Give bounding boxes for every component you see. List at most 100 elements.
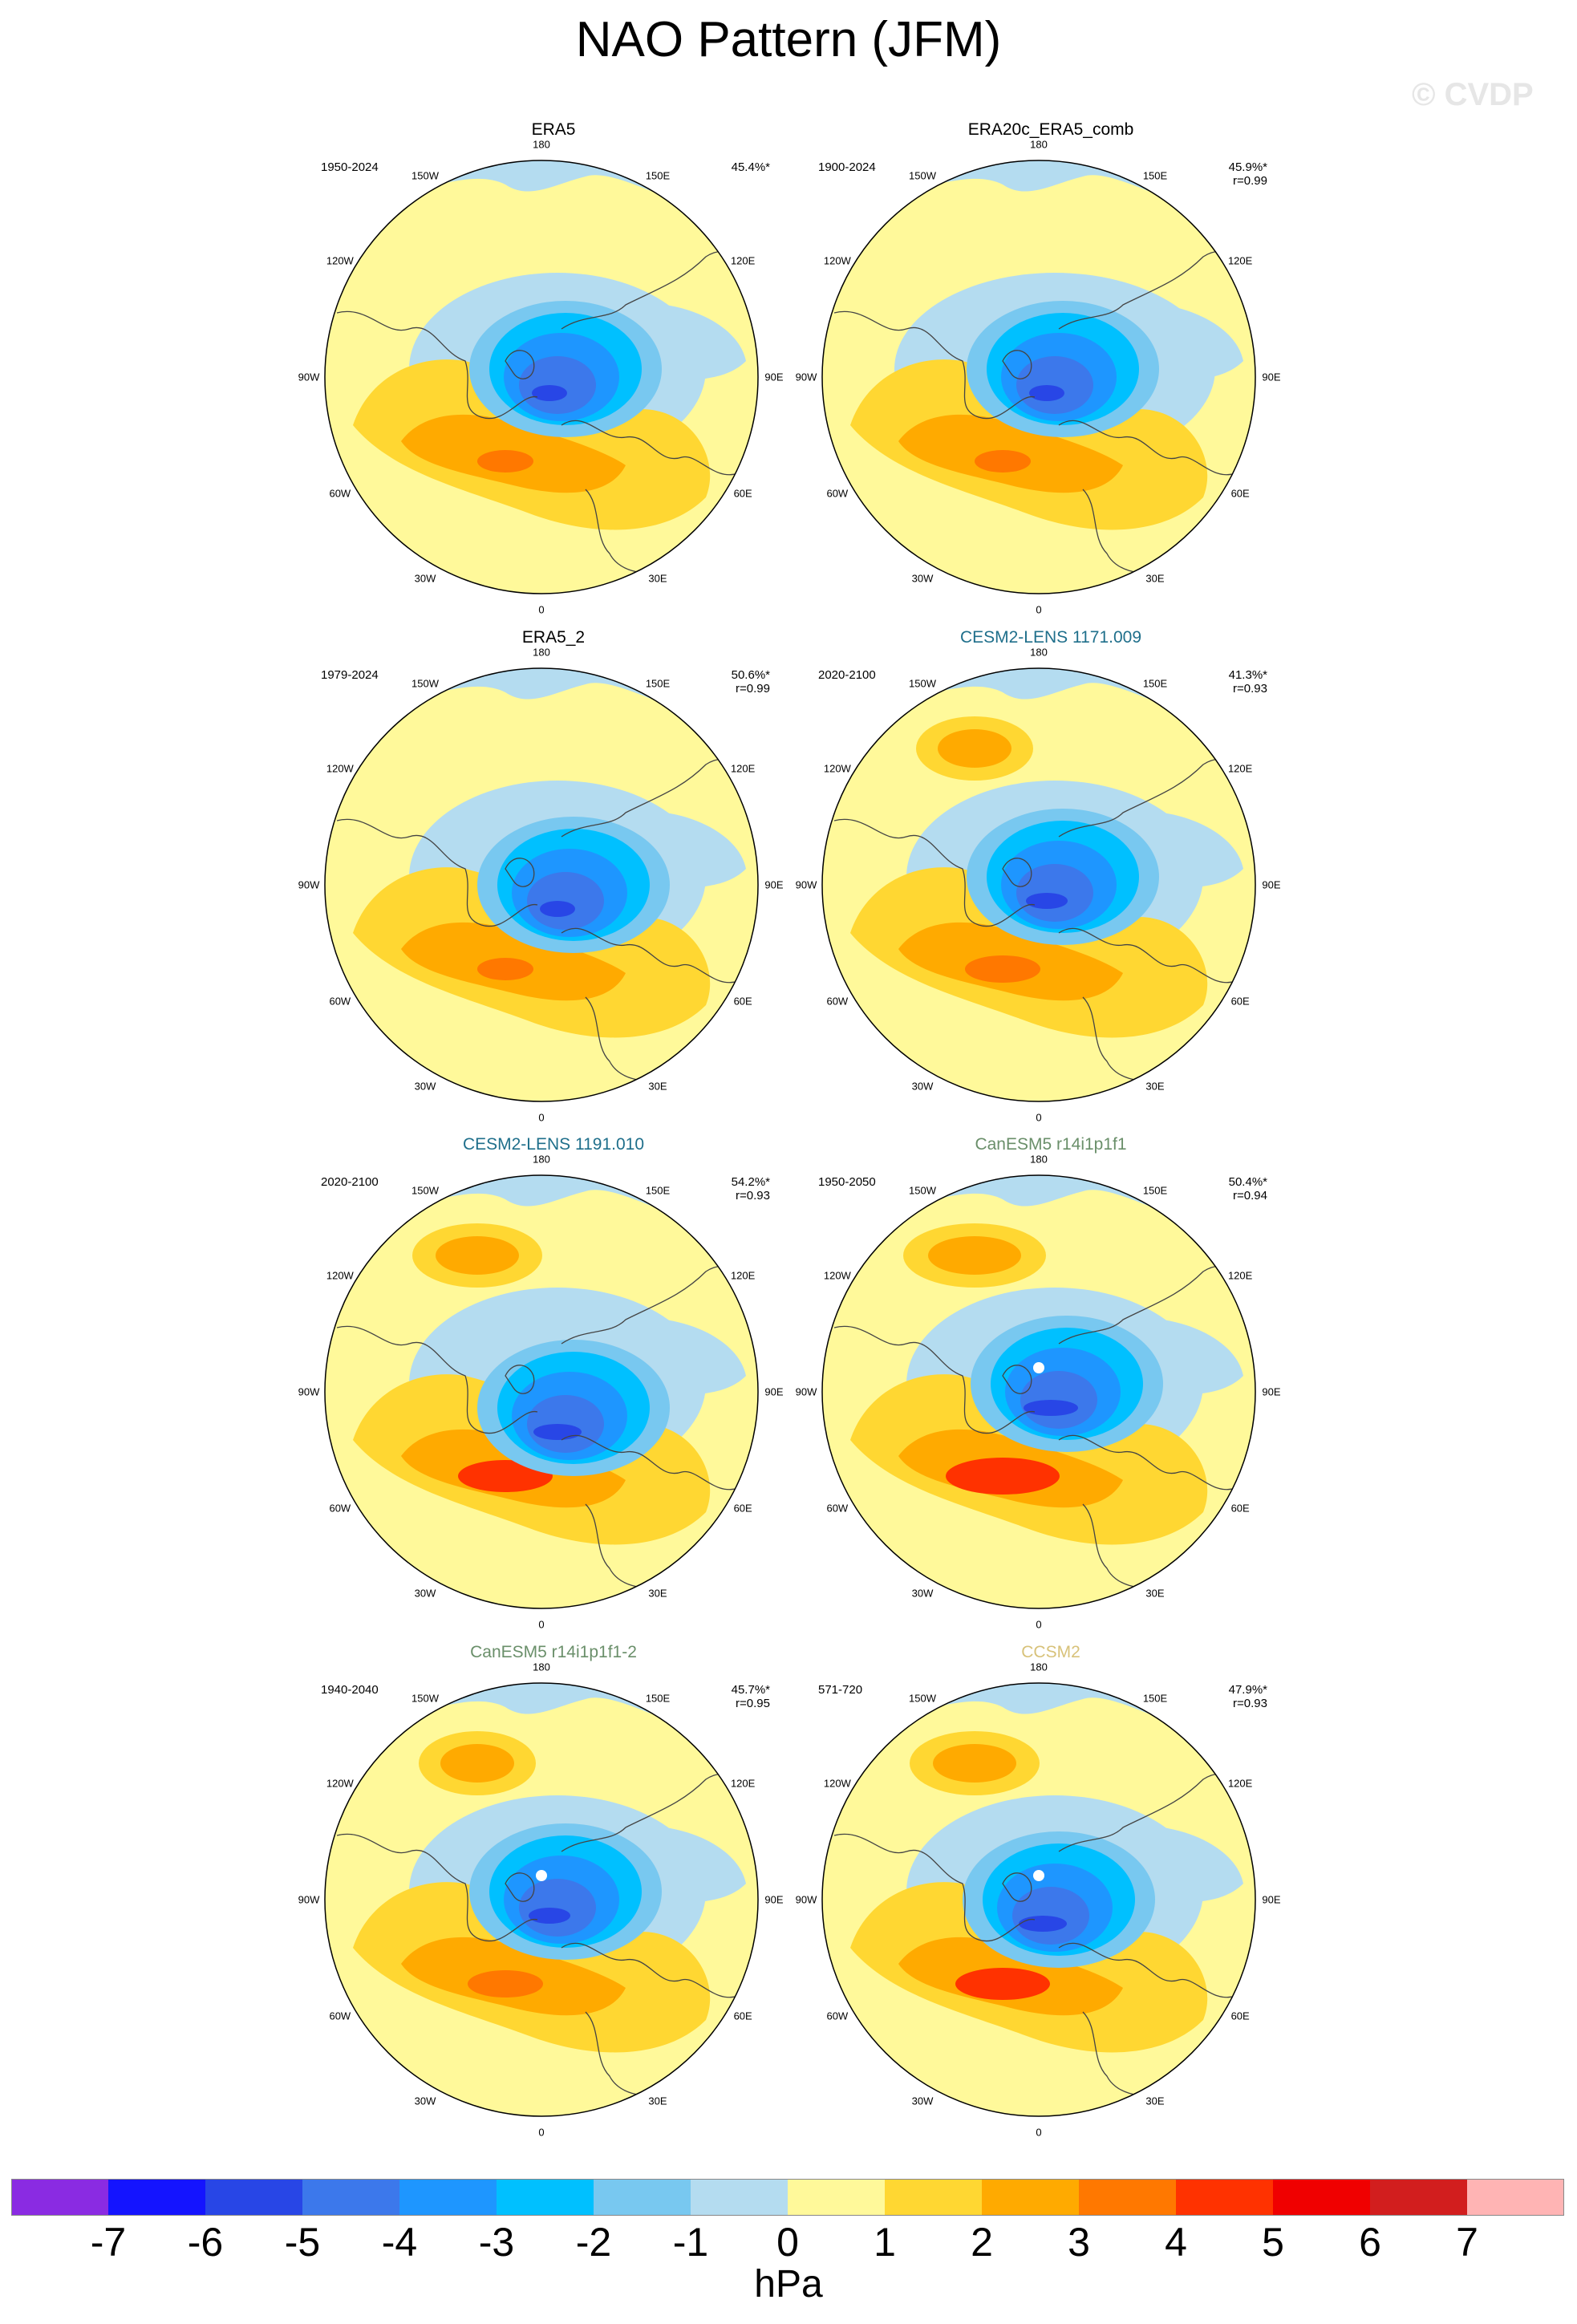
pattern-correlation: r=0.93 bbox=[1233, 682, 1267, 696]
lon-label: 0 bbox=[538, 1618, 545, 1631]
field-neg5 bbox=[519, 1879, 596, 1937]
colorbar-tick: -1 bbox=[672, 2220, 709, 2265]
panel-title: CanESM5 r14i1p1f1 bbox=[975, 1135, 1127, 1154]
pattern-correlation: r=0.99 bbox=[1233, 174, 1267, 188]
lon-label: 30W bbox=[911, 1587, 934, 1600]
map-border bbox=[821, 667, 1256, 1102]
panel-period: 1979-2024 bbox=[321, 668, 379, 682]
lon-label: 30E bbox=[648, 1587, 667, 1600]
panel-variance: 50.6%* r=0.99 bbox=[674, 668, 770, 696]
colorbar-tick: 7 bbox=[1456, 2220, 1478, 2265]
panel-title: CanESM5 r14i1p1f1-2 bbox=[470, 1643, 637, 1661]
colorbar-border bbox=[11, 2179, 1564, 2216]
lon-label: 150E bbox=[1142, 169, 1168, 182]
map-panel: ERA20c_ERA5_comb 1900-2024 45.9%* r=0.99 180… bbox=[796, 120, 1380, 618]
lon-label: 180 bbox=[1030, 646, 1048, 659]
lon-label: 90W bbox=[795, 1893, 817, 1906]
map-panel: CESM2-LENS 1191.010 2020-2100 54.2%* r=0.93… bbox=[298, 1135, 882, 1632]
field-neg6 bbox=[1026, 893, 1068, 909]
lon-label: 120W bbox=[326, 254, 354, 267]
lon-label: 0 bbox=[1036, 1618, 1042, 1631]
variance-pct: 54.2%* bbox=[731, 1175, 770, 1189]
pattern-correlation: r=0.93 bbox=[1233, 1697, 1267, 1710]
lon-label: 150W bbox=[909, 1184, 936, 1197]
lon-label: 60E bbox=[1230, 995, 1250, 1008]
colorbar-swatch bbox=[982, 2179, 1080, 2216]
field-neg6 bbox=[540, 901, 575, 917]
colorbar-swatch bbox=[108, 2179, 206, 2216]
field-neg6 bbox=[1019, 1916, 1067, 1932]
colorbar-ticks: -7 -6 -5 -4 -3 -2 -1 0 1 2 3 4 5 6 7 bbox=[11, 2219, 1564, 2267]
panel-title: CCSM2 bbox=[1021, 1643, 1080, 1661]
lon-label: 150W bbox=[411, 677, 439, 690]
field-neg5 bbox=[519, 356, 596, 414]
variance-pct: 41.3%* bbox=[1228, 668, 1267, 682]
colorbar-tick: -3 bbox=[478, 2220, 515, 2265]
lon-label: 30E bbox=[1145, 1587, 1165, 1600]
lon-label: 120E bbox=[1227, 762, 1253, 775]
field-neg6 bbox=[532, 385, 567, 401]
lon-label: 0 bbox=[1036, 1111, 1042, 1124]
lon-label: 150E bbox=[645, 1184, 671, 1197]
colorbar-tick: 1 bbox=[874, 2220, 896, 2265]
lon-label: 120W bbox=[326, 1777, 354, 1790]
lon-label: 150E bbox=[1142, 1184, 1168, 1197]
lon-label: 120E bbox=[730, 1777, 756, 1790]
polar-map bbox=[324, 667, 759, 1102]
colorbar-tick: 6 bbox=[1359, 2220, 1381, 2265]
lon-label: 150E bbox=[1142, 1692, 1168, 1705]
lon-label: 30W bbox=[911, 2095, 934, 2107]
lon-label: 60W bbox=[826, 2010, 849, 2022]
panel-variance: 45.9%* r=0.99 bbox=[1171, 160, 1267, 188]
field-pac-2 bbox=[933, 1744, 1016, 1783]
panel-period: 571-720 bbox=[818, 1683, 863, 1697]
panel-title: ERA5 bbox=[531, 120, 576, 139]
lon-label: 60W bbox=[826, 995, 849, 1008]
lon-label: 30E bbox=[1145, 2095, 1165, 2107]
lon-label: 30E bbox=[1145, 1080, 1165, 1093]
colorbar-swatch bbox=[205, 2179, 303, 2216]
lon-label: 60W bbox=[329, 1502, 351, 1515]
lon-label: 120W bbox=[326, 762, 354, 775]
panel-title: CESM2-LENS 1171.009 bbox=[959, 628, 1142, 647]
map-panel: CCSM2 571-720 47.9%* r=0.93 180 150E 120E 90E 60… bbox=[796, 1643, 1380, 2140]
panel-variance: 47.9%* r=0.93 bbox=[1171, 1683, 1267, 1710]
lon-label: 120E bbox=[1227, 254, 1253, 267]
lon-label: 180 bbox=[533, 1661, 550, 1673]
lon-label: 150E bbox=[645, 169, 671, 182]
lon-label: 60W bbox=[329, 2010, 351, 2022]
lon-label: 120E bbox=[730, 254, 756, 267]
panel-period: 1940-2040 bbox=[321, 1683, 379, 1697]
pole-dot bbox=[1033, 1870, 1044, 1881]
colorbar-units: hPa bbox=[754, 2263, 823, 2306]
panel-title: ERA5_2 bbox=[521, 628, 586, 647]
field-neg6 bbox=[533, 1424, 582, 1440]
lon-label: 180 bbox=[533, 138, 550, 151]
pole-dot bbox=[1033, 1362, 1044, 1373]
pattern-correlation: r=0.94 bbox=[1233, 1189, 1267, 1203]
colorbar-swatch bbox=[399, 2179, 497, 2216]
lon-label: 60E bbox=[733, 487, 752, 500]
colorbar-swatch bbox=[788, 2179, 886, 2216]
lon-label: 120W bbox=[823, 1269, 851, 1282]
panel-period: 1950-2050 bbox=[818, 1175, 876, 1189]
field-3-4 bbox=[946, 1458, 1060, 1495]
polar-map bbox=[821, 160, 1256, 594]
pattern-correlation: r=0.95 bbox=[736, 1697, 770, 1710]
colorbar-tick: -5 bbox=[284, 2220, 321, 2265]
field-neg5 bbox=[1016, 864, 1093, 922]
main-title: NAO Pattern (JFM) bbox=[575, 12, 1002, 67]
lon-label: 120E bbox=[1227, 1777, 1253, 1790]
lon-label: 90E bbox=[1262, 878, 1281, 891]
lon-label: 150W bbox=[909, 1692, 936, 1705]
colorbar-swatch bbox=[1370, 2179, 1468, 2216]
variance-pct: 50.6%* bbox=[731, 668, 770, 682]
field-neg5 bbox=[1012, 1887, 1089, 1945]
colorbar-swatch bbox=[11, 2179, 109, 2216]
colorbar-swatch bbox=[1467, 2179, 1564, 2216]
panel-period: 2020-2100 bbox=[321, 1175, 379, 1189]
map-panel: CESM2-LENS 1171.009 2020-2100 41.3%* r=0.93… bbox=[796, 628, 1380, 1125]
map-border bbox=[324, 1682, 759, 2117]
field-3-4 bbox=[975, 450, 1031, 473]
field-neg6 bbox=[529, 1908, 570, 1924]
